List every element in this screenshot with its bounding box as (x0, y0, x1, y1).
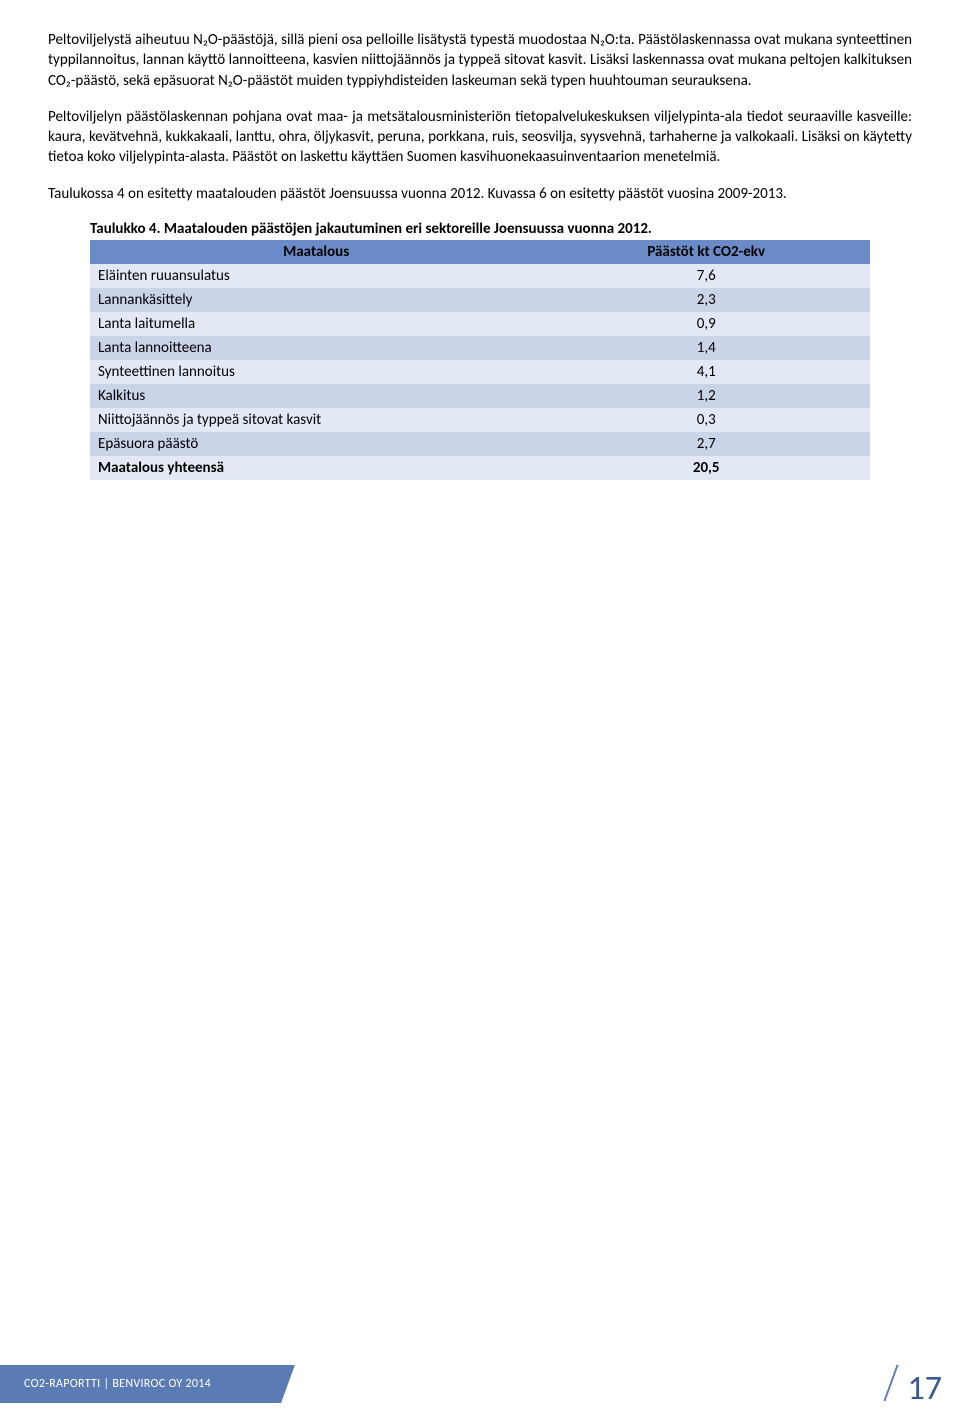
row-value: 4,1 (542, 360, 870, 384)
row-label: Kalkitus (90, 384, 542, 408)
paragraph-1: Peltoviljelystä aiheutuu N₂O-päästöjä, s… (48, 30, 912, 91)
row-label: Lanta laitumella (90, 312, 542, 336)
row-value: 7,6 (542, 264, 870, 288)
row-value: 0,3 (542, 408, 870, 432)
row-value: 1,4 (542, 336, 870, 360)
footer-bar: CO2-RAPORTTI | BENVIROC OY 2014 (0, 1365, 295, 1403)
row-label: Niittojäännös ja typpeä sitovat kasvit (90, 408, 542, 432)
row-label: Epäsuora päästö (90, 432, 542, 456)
table-row-total: Maatalous yhteensä 20,5 (90, 456, 870, 480)
page-num-divider (883, 1365, 898, 1401)
row-label-total: Maatalous yhteensä (90, 456, 542, 480)
emissions-table: Maatalous Päästöt kt CO2-ekv Eläinten ru… (90, 240, 870, 480)
table-row: Epäsuora päästö 2,7 (90, 432, 870, 456)
page-footer: CO2-RAPORTTI | BENVIROC OY 2014 17 (0, 1361, 960, 1403)
table-row: Kalkitus 1,2 (90, 384, 870, 408)
table-header-emissions: Päästöt kt CO2-ekv (542, 240, 870, 264)
table-caption: Taulukko 4. Maatalouden päästöjen jakaut… (48, 220, 912, 238)
page-number: 17 (908, 1368, 942, 1409)
row-label: Eläinten ruuansulatus (90, 264, 542, 288)
table-row: Lannankäsittely 2,3 (90, 288, 870, 312)
row-value: 2,7 (542, 432, 870, 456)
row-label: Synteettinen lannoitus (90, 360, 542, 384)
footer-text: CO2-RAPORTTI | BENVIROC OY 2014 (0, 1377, 211, 1391)
table-row: Eläinten ruuansulatus 7,6 (90, 264, 870, 288)
row-label: Lanta lannoitteena (90, 336, 542, 360)
table-row: Lanta lannoitteena 1,4 (90, 336, 870, 360)
table-row: Lanta laitumella 0,9 (90, 312, 870, 336)
row-label: Lannankäsittely (90, 288, 542, 312)
table-header-sector: Maatalous (90, 240, 542, 264)
row-value: 2,3 (542, 288, 870, 312)
row-value: 0,9 (542, 312, 870, 336)
table-row: Synteettinen lannoitus 4,1 (90, 360, 870, 384)
row-value-total: 20,5 (542, 456, 870, 480)
paragraph-3: Taulukossa 4 on esitetty maatalouden pää… (48, 184, 912, 204)
paragraph-2: Peltoviljelyn päästölaskennan pohjana ov… (48, 107, 912, 168)
row-value: 1,2 (542, 384, 870, 408)
table-row: Niittojäännös ja typpeä sitovat kasvit 0… (90, 408, 870, 432)
